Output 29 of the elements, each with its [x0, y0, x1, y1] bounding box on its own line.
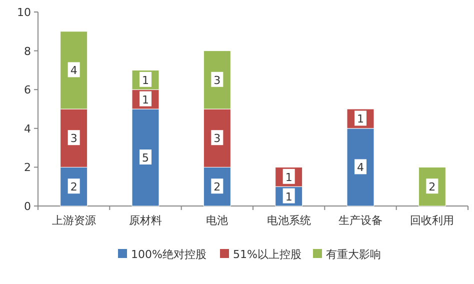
y-tick-label: 8	[24, 44, 31, 58]
data-label: 2	[214, 180, 221, 194]
data-label: 4	[70, 64, 78, 78]
data-label: 1	[142, 74, 149, 87]
x-tick-label: 生产设备	[338, 214, 382, 227]
data-label: 4	[357, 161, 364, 174]
y-tick-label: 0	[24, 200, 31, 213]
data-label: 2	[70, 180, 78, 194]
y-tick-label: 2	[24, 161, 31, 174]
y-tick-label: 6	[24, 84, 31, 97]
data-label: 1	[357, 112, 364, 126]
x-tick-label: 原材料	[129, 214, 162, 227]
x-tick-label: 上游资源	[52, 214, 96, 227]
data-label: 1	[285, 190, 292, 204]
data-label: 1	[285, 170, 292, 184]
data-label: 3	[214, 132, 221, 146]
data-label: 5	[142, 152, 149, 164]
x-tick-label: 电池系统	[266, 214, 311, 227]
x-tick-label: 回收利用	[410, 214, 454, 227]
data-label: 2	[428, 180, 436, 194]
x-tick-label: 电池	[206, 214, 228, 227]
y-tick-label: 10	[17, 6, 31, 19]
legend-label: 有重大影响	[326, 248, 381, 261]
legend-label: 100%绝对控股	[131, 248, 206, 261]
y-tick-label: 4	[24, 122, 31, 136]
data-label: 1	[142, 93, 149, 106]
data-label: 3	[70, 132, 78, 146]
legend-label: 51%以上控股	[233, 248, 302, 261]
data-label: 3	[214, 74, 221, 87]
